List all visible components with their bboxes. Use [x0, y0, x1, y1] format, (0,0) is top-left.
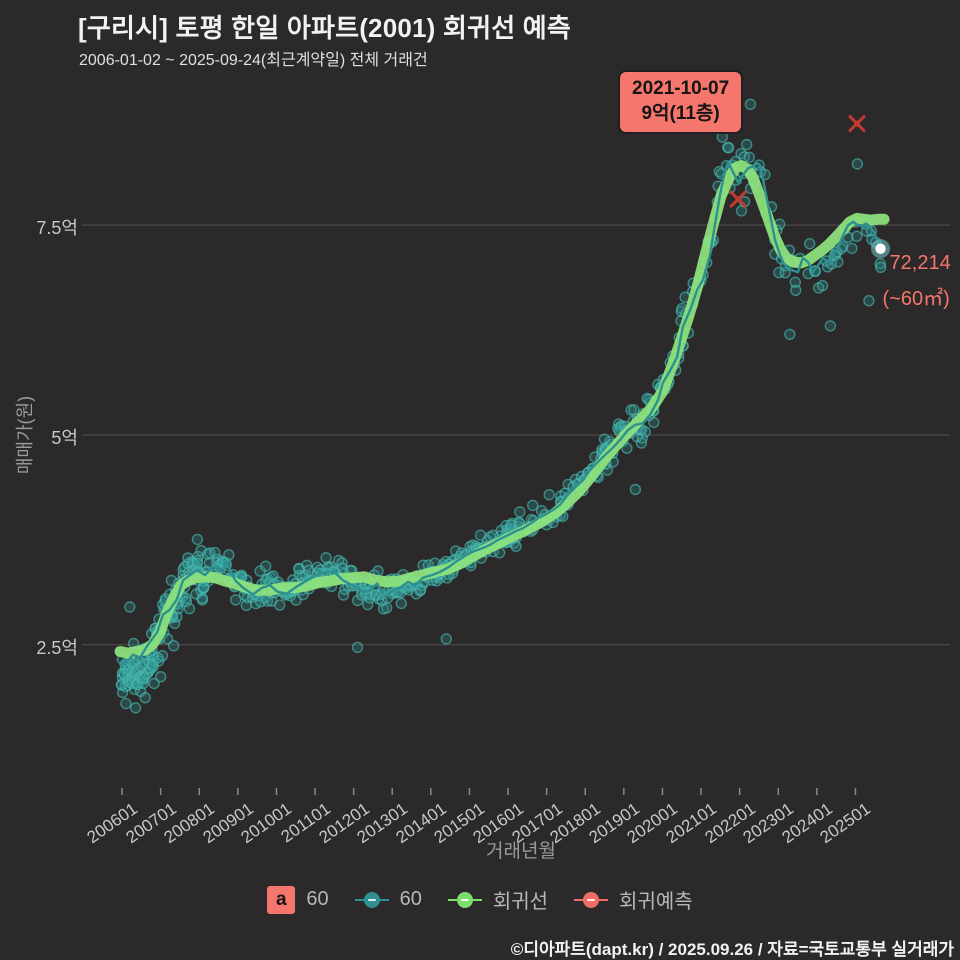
- scatter-point: [260, 560, 272, 572]
- annotation-callout: 2021-10-07 9억(11층): [618, 70, 744, 134]
- scatter-point: [168, 617, 181, 629]
- scatter-point: [832, 256, 844, 268]
- scatter-point: [784, 328, 796, 340]
- prediction-x-marker: [729, 190, 747, 208]
- scatter-point: [639, 426, 651, 438]
- scatter-point: [846, 242, 858, 255]
- y-axis-title: 매매가(원): [15, 395, 35, 475]
- scatter-point: [191, 533, 204, 546]
- plot-area[interactable]: [85, 85, 950, 790]
- scatter-point: [527, 499, 539, 512]
- legend-label: 60: [399, 888, 422, 910]
- scatter-point: [154, 671, 167, 683]
- scatter-point: [223, 549, 235, 561]
- scatter-point: [139, 692, 151, 704]
- legend-label: 60: [306, 888, 329, 910]
- scatter-point: [381, 602, 393, 614]
- legend-item-avg-series[interactable]: 60: [354, 888, 422, 911]
- scatter-point: [722, 141, 735, 154]
- scatter-point: [789, 276, 801, 288]
- prediction-x-marker: [848, 115, 866, 133]
- scatter-point: [320, 552, 332, 564]
- footer-credit: ©디아파트(dapt.kr) / 2025.09.26 / 자료=국토교통부 실…: [510, 940, 954, 959]
- legend-line-circle-icon: [354, 890, 389, 910]
- scatter-point: [851, 230, 863, 243]
- latest-price-label: 72,214: [889, 251, 951, 274]
- legend-item-regression-series[interactable]: 회귀선: [447, 885, 549, 914]
- scatter-point: [395, 597, 407, 610]
- scatter-point: [124, 601, 136, 613]
- latest-area-label: (~60㎡): [882, 287, 950, 310]
- scatter-point: [874, 257, 886, 270]
- scatter-point: [621, 442, 633, 454]
- scatter-point: [743, 151, 755, 164]
- scatter-point: [851, 158, 864, 170]
- latest-point-marker[interactable]: [871, 239, 891, 259]
- scatter-point: [629, 483, 642, 496]
- legend-item-annotation-series[interactable]: a 60: [267, 885, 329, 914]
- x-axis-title: 거래년월: [486, 841, 556, 862]
- scatter-point: [229, 594, 242, 606]
- scatter-point: [514, 506, 526, 518]
- legend-line-circle-icon: [447, 890, 482, 910]
- scatter-point: [183, 603, 196, 615]
- scatter-point: [741, 138, 753, 151]
- y-tick-label: 2.5억: [36, 637, 78, 658]
- scatter-point: [129, 702, 142, 714]
- scatter-point: [148, 677, 160, 690]
- annotation-date: 2021-10-07: [632, 78, 730, 99]
- scatter-point: [824, 320, 836, 332]
- annotation-price: 9억(11층): [641, 103, 720, 124]
- regression-line: [114, 160, 890, 659]
- scatter-point: [809, 265, 822, 277]
- scatter-point: [440, 633, 452, 645]
- legend-line-circle-icon: [574, 890, 609, 910]
- scatter-point: [120, 697, 132, 710]
- legend-label: 회귀예측: [619, 891, 693, 913]
- legend-label: 회귀선: [492, 891, 549, 913]
- avg-line: [119, 161, 882, 666]
- legend: a 60 60 회귀선 회귀예측: [0, 885, 960, 914]
- scatter-point: [744, 98, 757, 111]
- scatter-point: [543, 489, 555, 501]
- scatter-point: [804, 237, 816, 250]
- scatter-point: [790, 284, 802, 296]
- scatter-point: [167, 640, 180, 652]
- y-tick-label: 7.5억: [36, 218, 78, 239]
- scatter-point: [875, 261, 887, 273]
- legend-annotation-swatch: a: [267, 885, 296, 914]
- scatter-point: [274, 599, 286, 611]
- scatter-point: [351, 641, 364, 653]
- scatter-point: [156, 650, 169, 662]
- legend-item-prediction-series[interactable]: 회귀예측: [574, 885, 693, 914]
- scatter-point: [863, 295, 875, 307]
- scatter-point: [816, 279, 829, 292]
- page-title: [구리시] 토평 한일 아파트(2001) 회귀선 예측: [78, 13, 571, 43]
- scatter-point: [648, 416, 660, 429]
- page-subtitle: 2006-01-02 ~ 2025-09-24(최근계약일) 전체 거래건: [79, 52, 428, 69]
- scatter-point: [362, 598, 374, 611]
- scatter-point: [510, 540, 522, 552]
- y-tick-label: 5억: [51, 427, 78, 448]
- scatter-point: [636, 432, 648, 444]
